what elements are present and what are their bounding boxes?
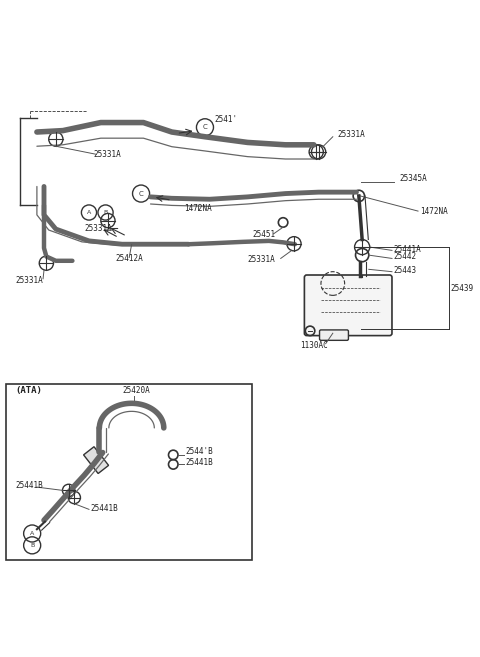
Text: 2544'B: 2544'B xyxy=(185,447,213,456)
Text: 25439: 25439 xyxy=(450,284,473,292)
Text: 25331A: 25331A xyxy=(15,276,43,285)
Text: (ATA): (ATA) xyxy=(15,386,42,396)
FancyBboxPatch shape xyxy=(320,330,348,340)
Text: B: B xyxy=(103,210,108,215)
Text: 25443: 25443 xyxy=(394,266,417,275)
Text: C: C xyxy=(203,124,207,130)
Text: 25441B: 25441B xyxy=(15,481,43,490)
Text: 25331A: 25331A xyxy=(248,255,276,264)
Text: 25331A: 25331A xyxy=(337,129,365,139)
Text: A: A xyxy=(87,210,91,215)
Text: 25441B: 25441B xyxy=(185,459,213,467)
Text: 25412A: 25412A xyxy=(115,254,143,263)
Bar xyxy=(6,384,252,560)
Text: 25331A: 25331A xyxy=(94,150,121,159)
Text: 1472NA: 1472NA xyxy=(420,207,448,216)
Text: 1130AC: 1130AC xyxy=(300,342,327,350)
Text: 25451: 25451 xyxy=(252,230,276,239)
Text: 2541': 2541' xyxy=(215,114,238,124)
Text: B: B xyxy=(30,543,34,548)
Text: C: C xyxy=(139,191,144,196)
FancyBboxPatch shape xyxy=(304,275,392,336)
Text: A: A xyxy=(30,531,34,536)
Text: 25331A: 25331A xyxy=(84,224,112,233)
Text: 25441B: 25441B xyxy=(90,504,118,512)
Text: 25345A: 25345A xyxy=(399,174,427,183)
Text: 25441A: 25441A xyxy=(394,245,421,254)
Text: 1472NA: 1472NA xyxy=(184,204,211,213)
Polygon shape xyxy=(84,447,108,474)
Text: 25442: 25442 xyxy=(394,252,417,261)
Text: 25420A: 25420A xyxy=(122,386,150,396)
